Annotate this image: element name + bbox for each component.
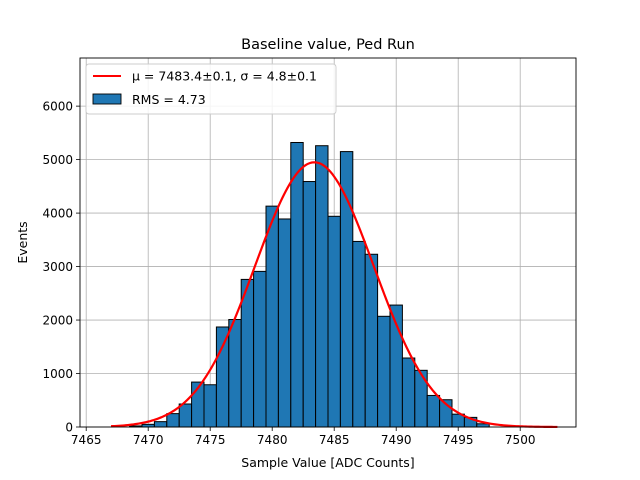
chart-title: Baseline value, Ped Run bbox=[241, 37, 415, 53]
y-tick-label: 3000 bbox=[42, 260, 73, 274]
x-tick-label: 7490 bbox=[381, 433, 412, 447]
legend-histogram-label: RMS = 4.73 bbox=[132, 92, 206, 107]
legend-histogram-swatch bbox=[92, 93, 122, 105]
y-axis: 0 1000 2000 3000 4000 5000 6000 bbox=[42, 100, 80, 435]
histogram-bar bbox=[290, 141, 304, 428]
histogram-bar bbox=[178, 403, 193, 428]
histogram-bar bbox=[327, 215, 341, 428]
plot-frame bbox=[79, 57, 577, 428]
legend-fit-label: μ = 7483.4±0.1, σ = 4.8±0.1 bbox=[132, 69, 317, 84]
histogram-bar bbox=[228, 319, 242, 428]
y-tick-label: 5000 bbox=[42, 153, 73, 167]
histogram-bar bbox=[203, 384, 217, 428]
y-tick-label: 1000 bbox=[42, 367, 73, 381]
histogram-bar bbox=[401, 357, 416, 428]
histogram-bar bbox=[426, 394, 441, 428]
histogram-bar bbox=[339, 151, 354, 428]
x-tick-label: 7465 bbox=[71, 433, 102, 447]
histogram-bars bbox=[129, 141, 490, 428]
histogram-bar bbox=[364, 253, 379, 428]
histogram-bar bbox=[352, 240, 366, 428]
x-tick-label: 7495 bbox=[443, 433, 474, 447]
histogram-bar bbox=[377, 315, 391, 428]
histogram-bar bbox=[265, 205, 279, 428]
x-tick-label: 7475 bbox=[195, 433, 226, 447]
x-tick-label: 7500 bbox=[505, 433, 536, 447]
histogram-bar bbox=[166, 413, 180, 428]
x-axis: 7465 7470 7475 7480 7485 7490 7495 7500 bbox=[71, 427, 536, 447]
legend: μ = 7483.4±0.1, σ = 4.8±0.1 RMS = 4.73 bbox=[85, 63, 337, 115]
x-tick-label: 7470 bbox=[133, 433, 164, 447]
legend-box bbox=[85, 63, 337, 115]
histogram-bar bbox=[277, 218, 292, 428]
y-tick-label: 4000 bbox=[42, 207, 73, 221]
histogram-bar bbox=[476, 423, 490, 428]
x-tick-label: 7485 bbox=[319, 433, 350, 447]
y-tick-label: 0 bbox=[65, 421, 73, 435]
histogram-bar bbox=[240, 278, 255, 428]
fit-curve-layer bbox=[110, 161, 558, 429]
y-axis-label: Events bbox=[15, 221, 30, 263]
gaussian-fit-curve bbox=[110, 161, 558, 429]
histogram-bar bbox=[315, 145, 329, 428]
histogram-bar bbox=[253, 270, 267, 428]
histogram-bar bbox=[215, 326, 230, 428]
y-tick-label: 2000 bbox=[42, 314, 73, 328]
y-tick-label: 6000 bbox=[42, 100, 73, 114]
histogram-bar bbox=[153, 421, 168, 428]
x-tick-label: 7480 bbox=[257, 433, 288, 447]
x-axis-label: Sample Value [ADC Counts] bbox=[241, 455, 414, 470]
histogram-bar bbox=[302, 181, 317, 428]
